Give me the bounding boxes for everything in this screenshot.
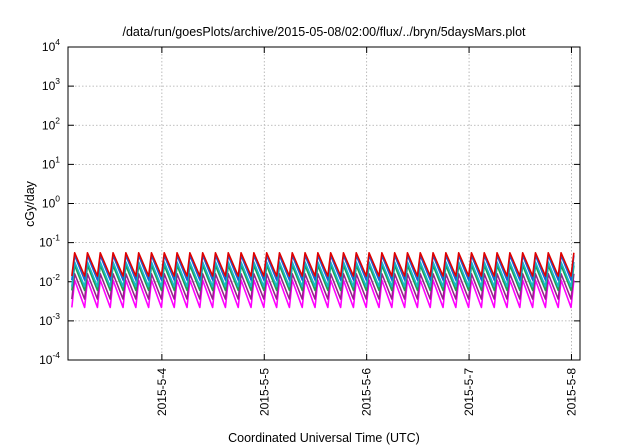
y-tick-base: 10 [42, 118, 56, 132]
y-tick-exponent: -2 [52, 272, 60, 282]
y-tick-label: 10-2 [39, 272, 60, 289]
x-tick-labels: 2015-5-4 2015-5-5 2015-5-6 2015-5-7 2015-5-8 [155, 368, 579, 416]
y-tick-base: 10 [39, 275, 53, 289]
series-line [71, 279, 575, 309]
y-tick-exponent: 4 [55, 37, 60, 47]
x-tick-label: 2015-5-4 [155, 368, 169, 416]
y-tick-label: 10-4 [39, 350, 60, 367]
y-tick-label: 101 [42, 154, 60, 171]
chart-title: /data/run/goesPlots/archive/2015-05-08/0… [122, 25, 526, 39]
y-tick-label: 10-3 [39, 311, 60, 328]
series-line [71, 251, 575, 277]
series-line [71, 264, 575, 292]
x-axis-label: Coordinated Universal Time (UTC) [228, 431, 420, 445]
series-line [71, 272, 575, 300]
y-tick-label: 100 [42, 194, 60, 211]
y-tick-exponent: 1 [55, 154, 60, 164]
y-tick-label: 10-1 [39, 233, 60, 250]
y-tick-label: 102 [42, 115, 60, 132]
series-line [71, 261, 575, 288]
y-tick-base: 10 [42, 79, 56, 93]
grid [68, 46, 580, 361]
y-tick-exponent: -1 [52, 233, 60, 243]
y-tick-base: 10 [42, 197, 56, 211]
plot-frame [67, 46, 581, 361]
y-tick-label: 104 [42, 37, 60, 54]
y-tick-exponent: 0 [55, 194, 60, 204]
series-line [71, 254, 575, 281]
x-tick-label: 2015-5-8 [564, 368, 578, 416]
x-tick-label: 2015-5-5 [257, 368, 271, 416]
y-tick-exponent: 2 [55, 115, 60, 125]
y-tick-label: 103 [42, 76, 60, 93]
x-tick-label: 2015-5-6 [360, 368, 374, 416]
y-tick-base: 10 [42, 40, 56, 54]
y-tick-exponent: 3 [55, 76, 60, 86]
y-tick-base: 10 [39, 236, 53, 250]
y-axis-label: cGy/day [23, 180, 37, 227]
series-layer [71, 251, 575, 309]
x-tick-label: 2015-5-7 [462, 368, 476, 416]
y-tick-base: 10 [39, 314, 53, 328]
y-tick-exponent: -3 [52, 311, 60, 321]
y-tick-base: 10 [39, 353, 53, 367]
y-tick-exponent: -4 [52, 350, 60, 360]
y-tick-base: 10 [42, 157, 56, 171]
